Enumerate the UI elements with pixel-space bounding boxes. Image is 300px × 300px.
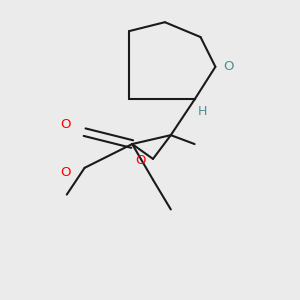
Text: O: O [61,166,71,179]
Text: O: O [61,118,71,131]
Text: H: H [198,105,207,118]
Text: O: O [135,154,146,167]
Text: O: O [223,60,233,73]
